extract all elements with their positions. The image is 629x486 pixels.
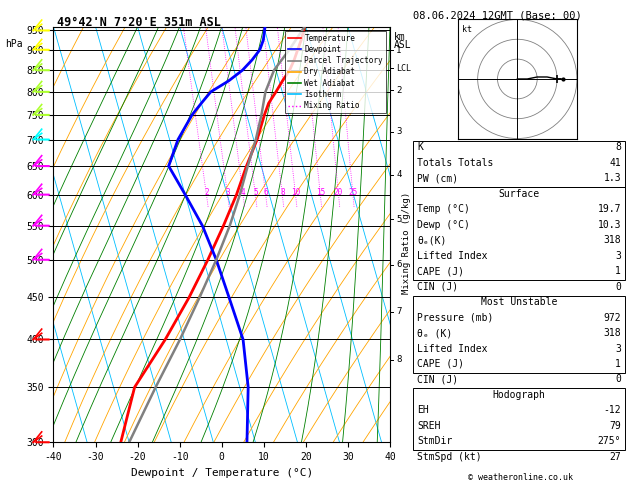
Text: StmDir: StmDir	[418, 436, 453, 446]
Text: Surface: Surface	[499, 189, 540, 199]
Text: θₑ(K): θₑ(K)	[418, 235, 447, 245]
Text: 8: 8	[280, 188, 285, 197]
Text: 10.3: 10.3	[598, 220, 621, 230]
Text: 4: 4	[396, 171, 401, 179]
Text: CIN (J): CIN (J)	[418, 282, 459, 292]
Text: 1: 1	[396, 46, 401, 55]
Text: 2: 2	[396, 86, 401, 95]
Text: SREH: SREH	[418, 421, 441, 431]
Bar	[413, 388, 625, 450]
Text: 1.3: 1.3	[603, 174, 621, 183]
Text: 49°42'N 7°20'E 351m ASL: 49°42'N 7°20'E 351m ASL	[57, 16, 221, 29]
Text: K: K	[418, 142, 423, 153]
X-axis label: Dewpoint / Temperature (°C): Dewpoint / Temperature (°C)	[131, 468, 313, 478]
Text: EH: EH	[418, 405, 429, 416]
Text: 79: 79	[610, 421, 621, 431]
Text: 5: 5	[396, 215, 401, 224]
Text: 2: 2	[204, 188, 209, 197]
Text: Pressure (mb): Pressure (mb)	[418, 312, 494, 323]
Text: 10: 10	[291, 188, 300, 197]
Text: 6: 6	[264, 188, 268, 197]
Text: kt: kt	[462, 25, 472, 35]
Text: Hodograph: Hodograph	[493, 390, 546, 400]
Bar	[413, 187, 625, 280]
Text: km: km	[394, 32, 406, 42]
Text: 8: 8	[615, 142, 621, 153]
Text: 20: 20	[334, 188, 343, 197]
Bar	[413, 141, 625, 187]
Text: 275°: 275°	[598, 436, 621, 446]
Text: PW (cm): PW (cm)	[418, 174, 459, 183]
Text: 41: 41	[610, 158, 621, 168]
Bar	[413, 295, 625, 373]
Legend: Temperature, Dewpoint, Parcel Trajectory, Dry Adiabat, Wet Adiabat, Isotherm, Mi: Temperature, Dewpoint, Parcel Trajectory…	[284, 31, 386, 113]
Text: 3: 3	[615, 344, 621, 353]
Text: 15: 15	[316, 188, 325, 197]
Text: 4: 4	[241, 188, 245, 197]
Text: StmSpd (kt): StmSpd (kt)	[418, 452, 482, 462]
Text: ASL: ASL	[394, 40, 411, 51]
Text: hPa: hPa	[5, 39, 23, 49]
Text: Lifted Index: Lifted Index	[418, 251, 488, 260]
Text: -12: -12	[603, 405, 621, 416]
Text: 0: 0	[615, 374, 621, 384]
Text: Mixing Ratio (g/kg): Mixing Ratio (g/kg)	[403, 192, 411, 294]
Text: 19.7: 19.7	[598, 204, 621, 214]
Text: 318: 318	[603, 235, 621, 245]
Text: 1: 1	[615, 359, 621, 369]
Text: © weatheronline.co.uk: © weatheronline.co.uk	[469, 473, 573, 482]
Text: 972: 972	[603, 312, 621, 323]
Text: 1: 1	[615, 266, 621, 276]
Text: 3: 3	[225, 188, 230, 197]
Text: 25: 25	[348, 188, 357, 197]
Text: Temp (°C): Temp (°C)	[418, 204, 470, 214]
Text: 3: 3	[396, 127, 401, 137]
Text: 08.06.2024 12GMT (Base: 00): 08.06.2024 12GMT (Base: 00)	[413, 11, 582, 21]
Text: CAPE (J): CAPE (J)	[418, 359, 464, 369]
Text: Lifted Index: Lifted Index	[418, 344, 488, 353]
Text: LCL: LCL	[396, 64, 411, 72]
Text: CIN (J): CIN (J)	[418, 374, 459, 384]
Text: 7: 7	[396, 308, 401, 316]
Text: 8: 8	[396, 355, 401, 364]
Text: CAPE (J): CAPE (J)	[418, 266, 464, 276]
Text: 318: 318	[603, 328, 621, 338]
Text: 27: 27	[610, 452, 621, 462]
Text: 6: 6	[396, 260, 401, 269]
Text: Dewp (°C): Dewp (°C)	[418, 220, 470, 230]
Text: 3: 3	[615, 251, 621, 260]
Text: 5: 5	[253, 188, 258, 197]
Text: θₑ (K): θₑ (K)	[418, 328, 453, 338]
Text: Most Unstable: Most Unstable	[481, 297, 557, 307]
Text: Totals Totals: Totals Totals	[418, 158, 494, 168]
Text: 0: 0	[615, 282, 621, 292]
